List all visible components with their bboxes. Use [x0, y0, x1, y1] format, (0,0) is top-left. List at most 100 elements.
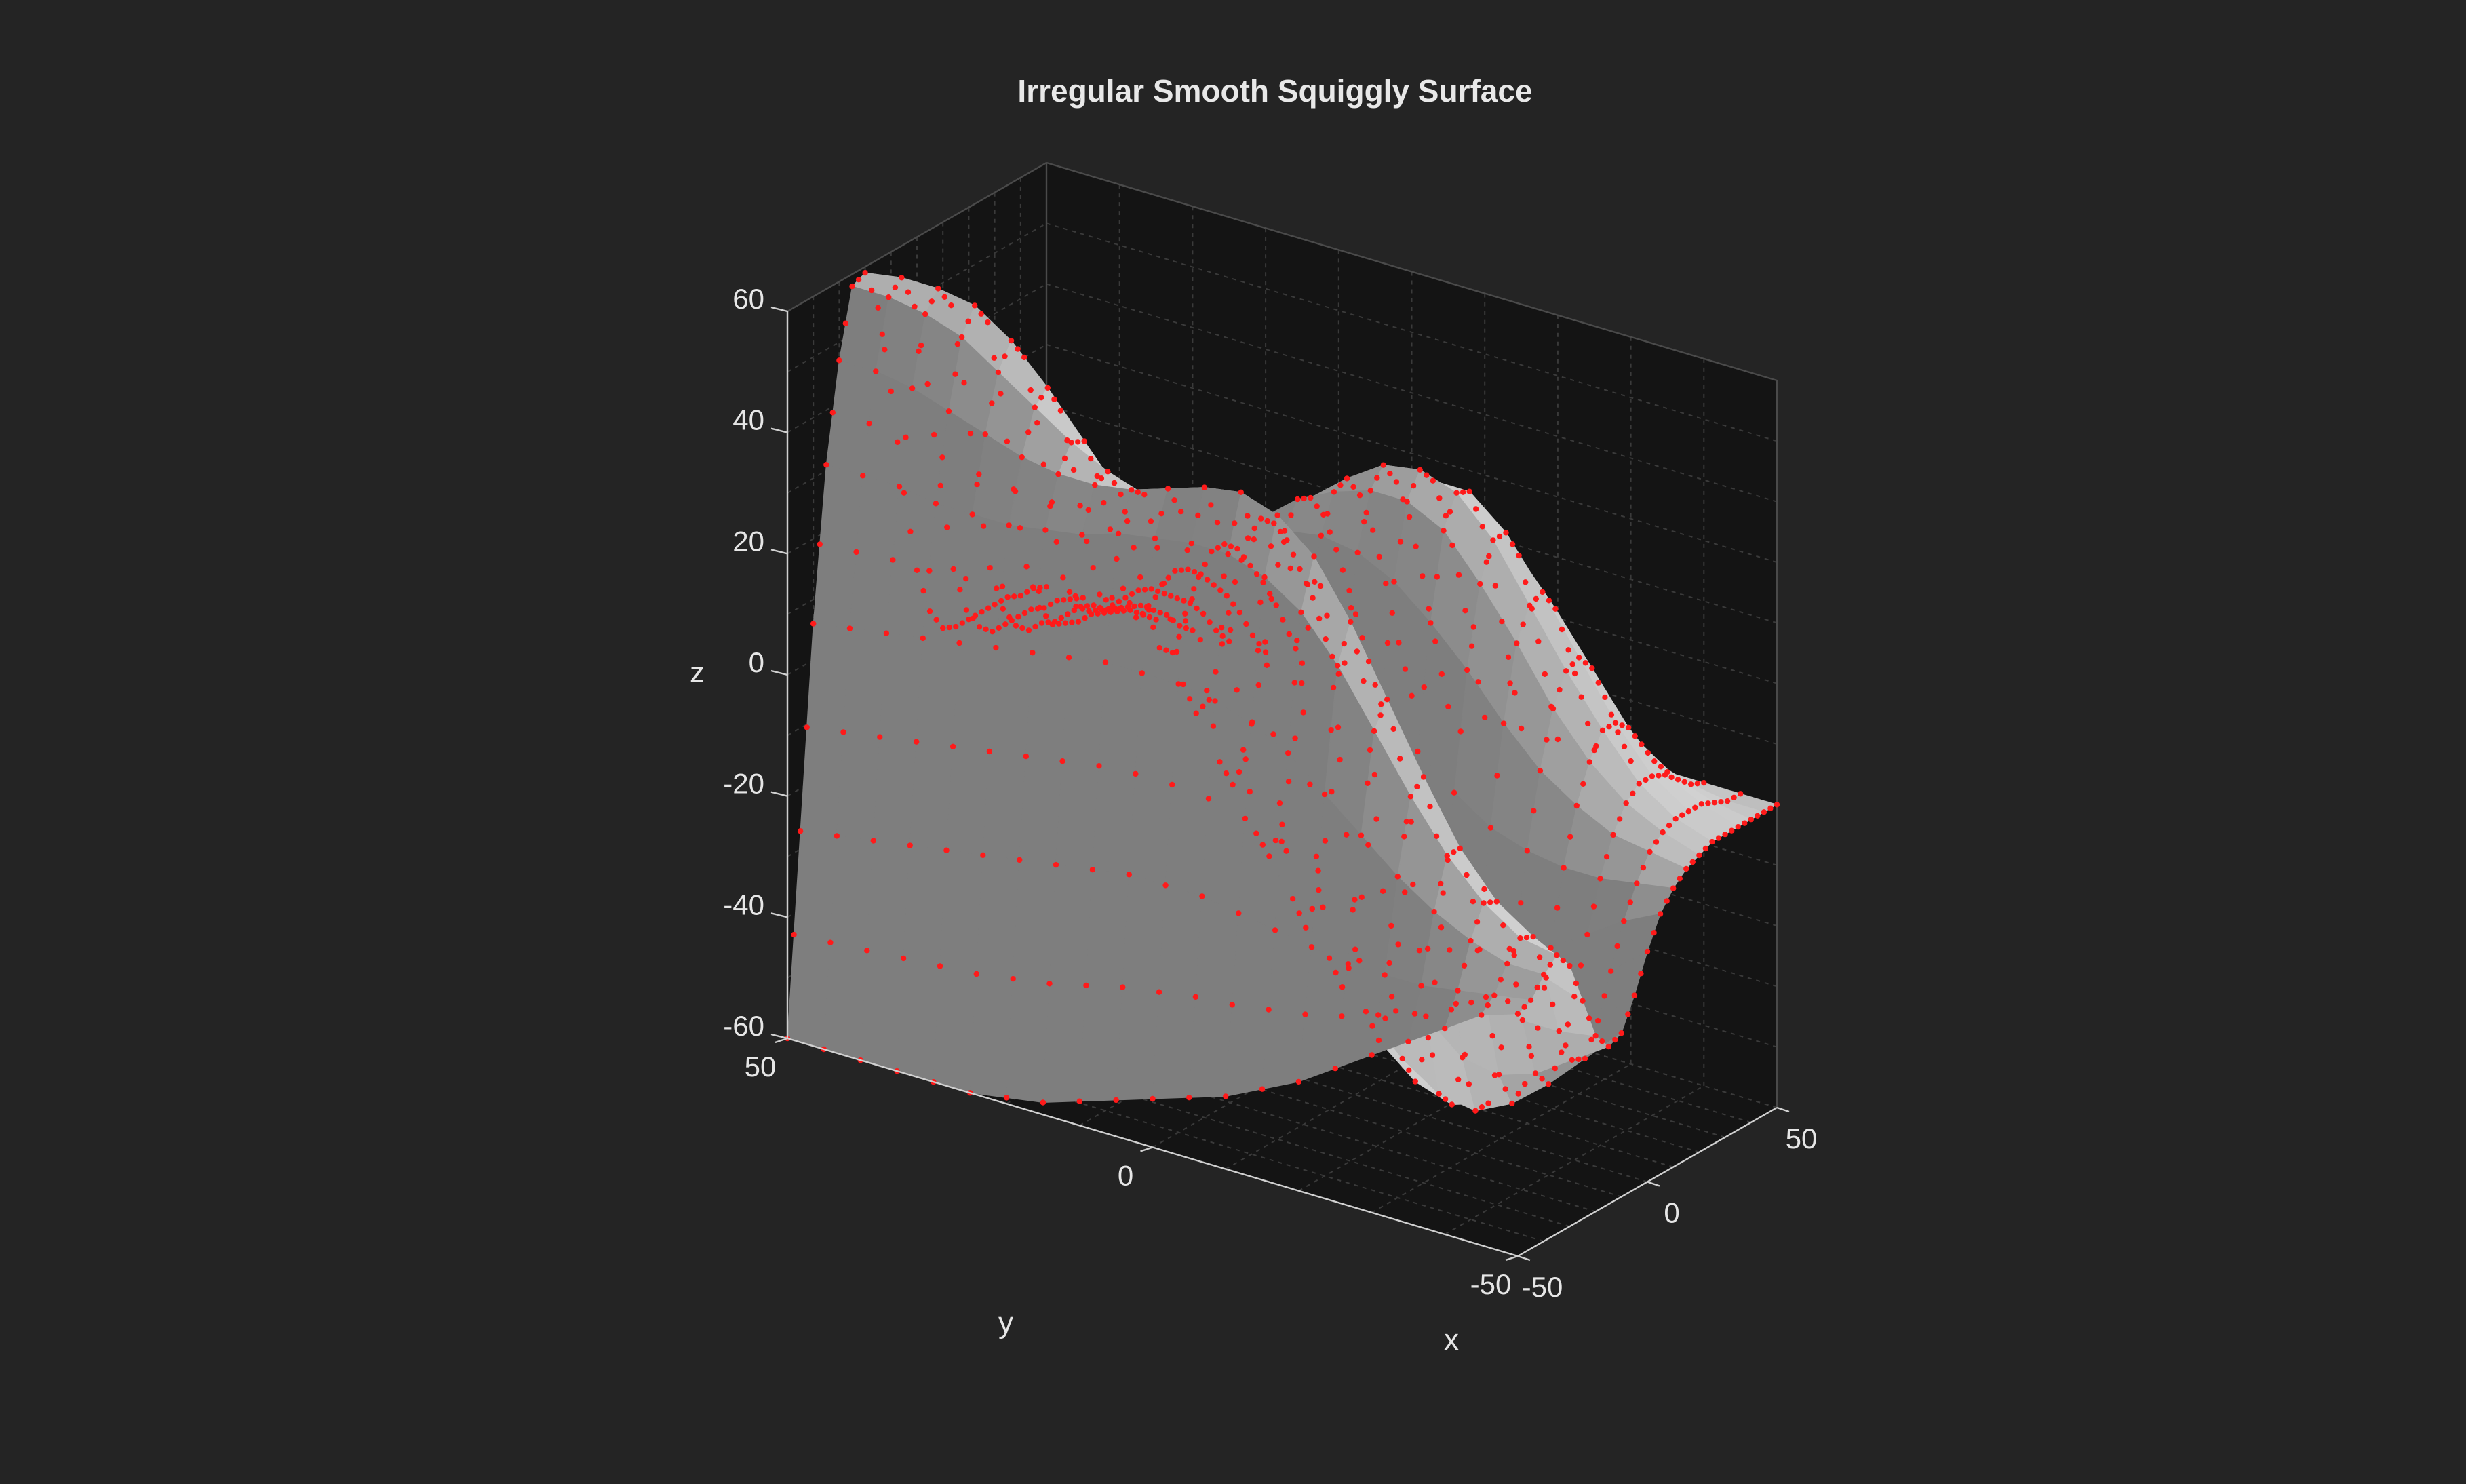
data-point-marker [1294, 496, 1301, 503]
data-point-marker [1293, 646, 1299, 652]
data-point-marker [976, 471, 982, 477]
data-point-marker [1548, 703, 1554, 710]
data-point-marker [1122, 509, 1128, 515]
data-point-marker [1273, 602, 1280, 608]
data-point-marker [935, 286, 941, 292]
data-point-marker [1554, 905, 1561, 911]
data-point-marker [1361, 518, 1367, 525]
data-point-marker [1286, 631, 1293, 638]
data-point-marker [1330, 684, 1337, 691]
data-point-marker [1515, 1091, 1521, 1097]
data-point-marker [810, 621, 817, 627]
data-point-marker [1298, 609, 1304, 615]
data-point-marker [967, 431, 974, 437]
data-point-marker [1342, 660, 1348, 666]
data-point-marker [1367, 488, 1374, 494]
data-point-marker [1025, 627, 1032, 633]
data-point-marker [1559, 1049, 1565, 1055]
data-point-marker [1382, 972, 1388, 978]
data-point-marker [912, 303, 918, 310]
data-point-marker [1285, 779, 1292, 785]
data-point-marker [1327, 529, 1333, 535]
data-point-marker [1670, 885, 1677, 891]
data-point-marker [1571, 994, 1578, 1000]
data-point-marker [842, 320, 849, 326]
y-tick-label: 0 [1118, 1160, 1133, 1192]
data-point-marker [1352, 611, 1359, 617]
data-point-marker [1438, 671, 1445, 677]
data-point-marker [1185, 566, 1191, 572]
data-point-marker [1415, 748, 1421, 755]
tick-labels: -50 0 50 -50 0 50 -60 -40 -20 0 20 40 60 [723, 283, 1817, 1303]
data-point-marker [1314, 503, 1320, 509]
data-point-marker [1672, 816, 1679, 822]
z-tick-label: -20 [723, 768, 764, 800]
data-point-marker [1731, 794, 1737, 801]
data-point-marker [980, 523, 987, 529]
data-point-marker [1499, 619, 1505, 625]
data-point-marker [1291, 680, 1298, 686]
data-point-marker [1088, 611, 1095, 617]
data-point-marker [1217, 759, 1223, 765]
data-point-marker [1358, 894, 1365, 901]
data-point-marker [1371, 728, 1377, 735]
data-point-marker [1451, 789, 1457, 796]
data-point-marker [1042, 527, 1049, 533]
data-point-marker [1634, 880, 1640, 886]
data-point-marker [1320, 904, 1326, 910]
data-point-marker [1333, 969, 1339, 976]
data-point-marker [1288, 512, 1294, 518]
data-point-marker [1230, 781, 1236, 788]
data-point-marker [1565, 1021, 1571, 1028]
data-point-marker [1369, 1052, 1375, 1058]
data-point-marker [1523, 935, 1530, 941]
data-point-marker [990, 629, 996, 635]
data-point-marker [1580, 781, 1586, 787]
data-point-marker [1729, 827, 1735, 834]
data-point-marker [1080, 595, 1087, 601]
data-point-marker [899, 275, 905, 281]
data-point-marker [1561, 865, 1567, 871]
data-point-marker [1191, 569, 1198, 575]
z-tick-label: 40 [732, 404, 764, 436]
data-point-marker [1328, 727, 1334, 733]
data-point-marker [1221, 573, 1227, 579]
data-point-marker [1223, 1093, 1229, 1099]
data-point-marker [1345, 961, 1352, 967]
data-point-marker [1526, 1044, 1532, 1050]
data-point-marker [1116, 598, 1122, 604]
data-point-marker [860, 473, 866, 479]
data-point-marker [1524, 848, 1530, 854]
data-point-marker [1424, 472, 1430, 478]
data-point-marker [1316, 887, 1322, 893]
data-point-marker [870, 838, 877, 844]
x-tick-label: 50 [1786, 1122, 1818, 1154]
data-point-marker [948, 302, 954, 309]
data-point-marker [1483, 559, 1489, 565]
data-point-marker [1023, 564, 1030, 570]
data-point-marker [1214, 520, 1221, 526]
data-point-marker [1295, 1078, 1302, 1085]
data-point-marker [1178, 509, 1184, 515]
data-point-marker [1223, 770, 1230, 777]
data-point-marker [1664, 769, 1670, 775]
data-point-marker [1516, 552, 1522, 559]
data-point-marker [1337, 756, 1343, 763]
data-point-marker [1226, 610, 1232, 616]
data-point-marker [1503, 530, 1509, 536]
data-point-marker [1339, 1013, 1345, 1019]
data-point-marker [1332, 1066, 1339, 1072]
data-point-marker [1329, 789, 1335, 795]
data-point-marker [1420, 573, 1426, 579]
data-point-marker [1468, 643, 1475, 649]
data-point-marker [1453, 490, 1460, 496]
data-point-marker [1359, 635, 1365, 641]
data-point-marker [1019, 454, 1025, 461]
data-point-marker [1266, 1007, 1272, 1013]
data-point-marker [1532, 1070, 1539, 1076]
data-point-marker [1278, 838, 1285, 845]
data-point-marker [1365, 842, 1371, 848]
data-point-marker [1590, 903, 1597, 910]
data-point-marker [1481, 886, 1487, 893]
data-point-marker [916, 348, 922, 354]
